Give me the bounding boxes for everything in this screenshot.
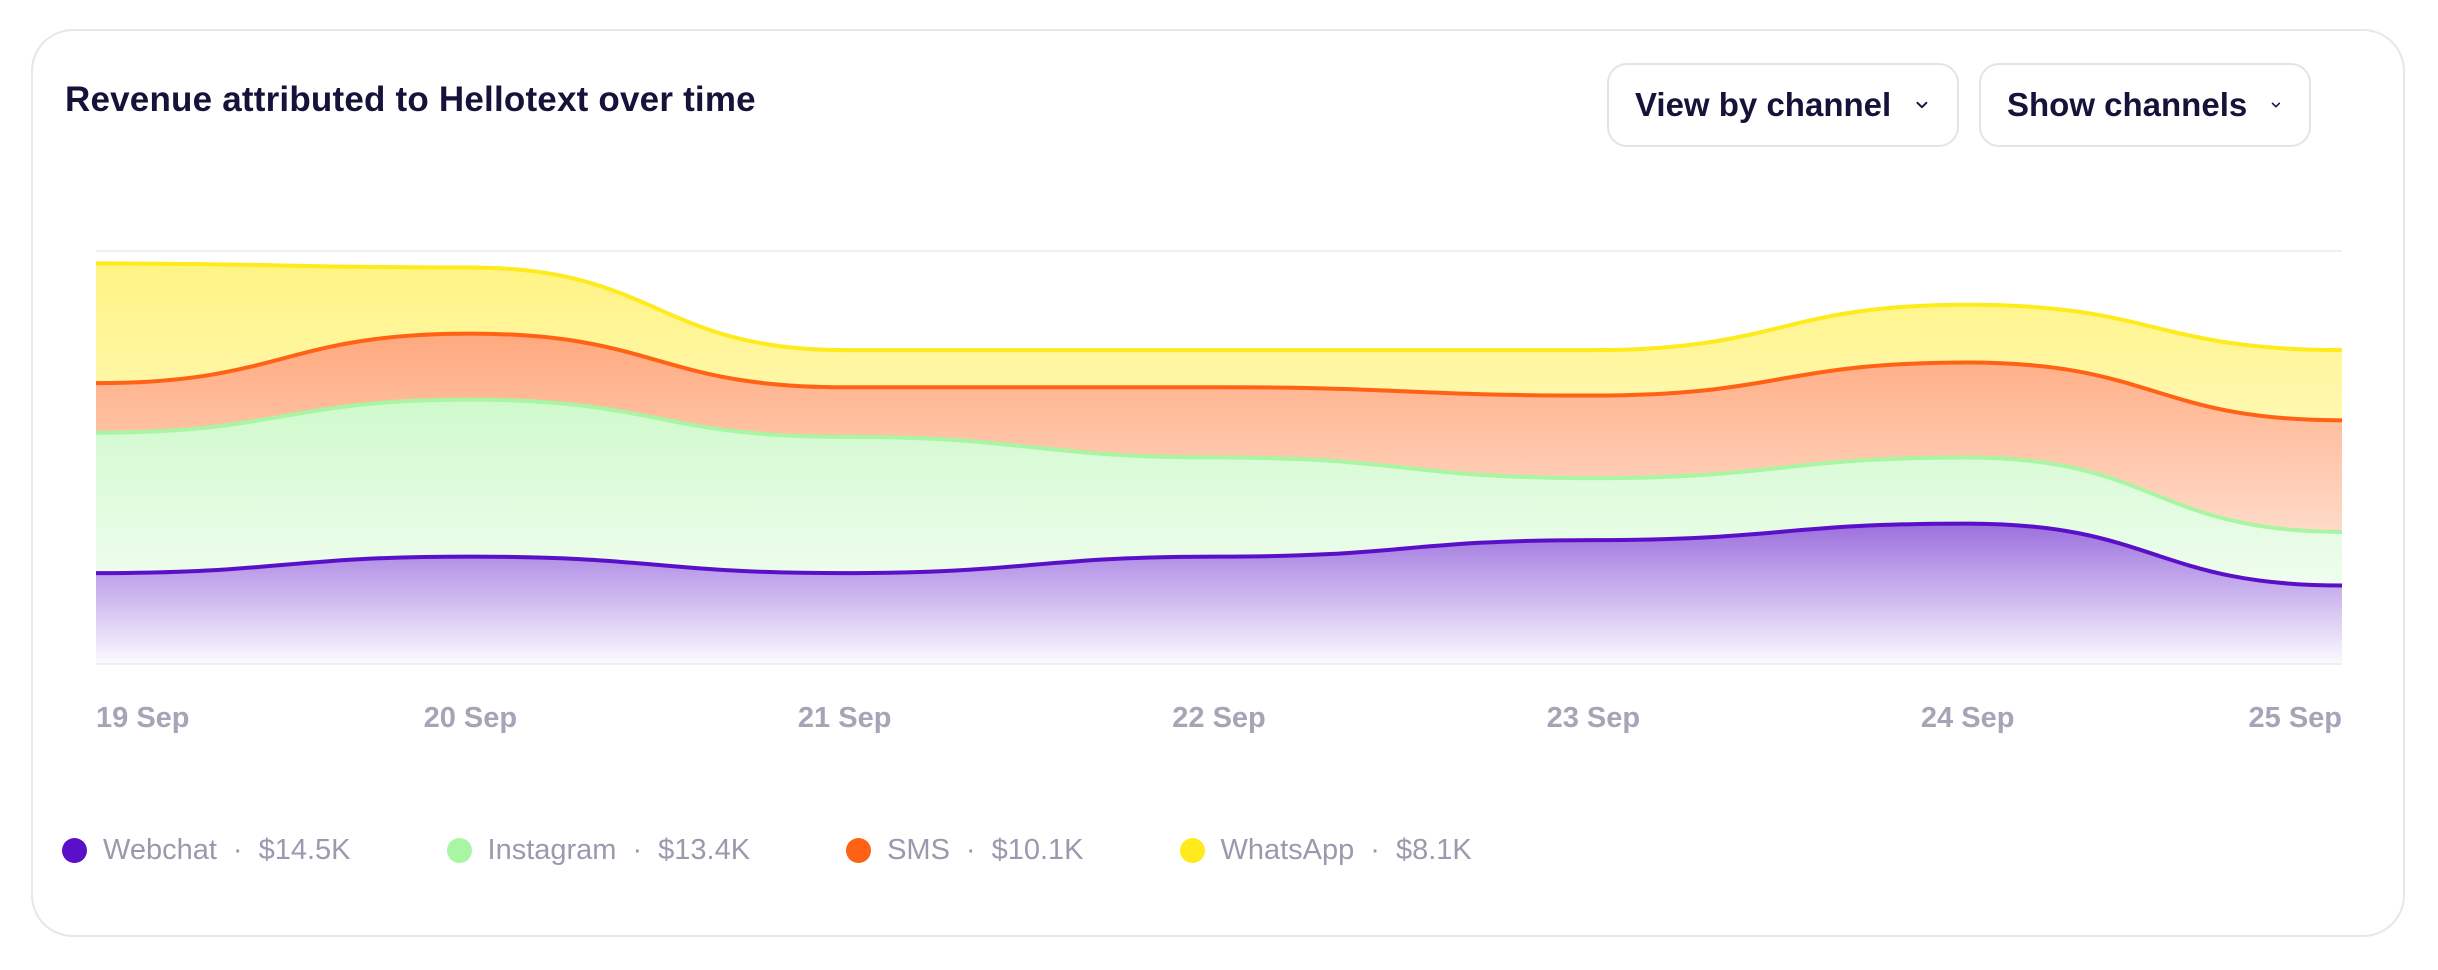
legend-separator: · (632, 833, 643, 866)
legend-dot (446, 837, 472, 863)
legend-dot (1179, 837, 1205, 863)
chart-title: Revenue attributed to Hellotext over tim… (65, 80, 756, 119)
legend-series-total: $10.1K (991, 833, 1084, 866)
legend-series-name: Instagram (487, 833, 617, 866)
x-axis-ticks: 19 Sep 20 Sep 21 Sep 22 Sep 23 Sep 24 Sep 25 S… (96, 702, 2342, 734)
x-tick-label: 19 Sep (96, 702, 190, 734)
legend-item-whatsapp[interactable]: WhatsApp · $8.1K (1179, 833, 1472, 867)
legend-item-instagram[interactable]: Instagram · $13.4K (446, 833, 751, 867)
chart-legend: Webchat · $14.5K Instagram · $13.4K SMS · $10.1K… (62, 830, 1472, 870)
legend-series-name: WhatsApp (1220, 833, 1355, 866)
legend-separator: · (1370, 833, 1380, 866)
view-by-channel-label: View by channel (1635, 86, 1892, 123)
legend-series-total: $13.4K (658, 833, 751, 866)
show-channels-dropdown[interactable]: Show channels (1979, 63, 2311, 147)
legend-item-sms[interactable]: SMS · $10.1K (846, 833, 1084, 867)
series-line-webchat (95, 521, 2343, 588)
legend-series-name: Webchat (103, 833, 217, 866)
chevron-down-icon (1916, 101, 1928, 109)
x-tick-label: 20 Sep (424, 702, 518, 734)
legend-series-name: SMS (887, 833, 950, 866)
chevron-down-icon (2271, 102, 2281, 108)
legend-series-total: $14.5K (258, 833, 351, 866)
chart-areas (95, 261, 2343, 664)
legend-separator: · (232, 833, 243, 866)
area-webchat (96, 523, 2342, 664)
x-tick-label: 25 Sep (2249, 702, 2343, 734)
series-line-instagram (95, 397, 2343, 534)
legend-item-webchat[interactable]: Webchat · $14.5K (62, 834, 351, 867)
series-line-whatsapp (95, 261, 2343, 353)
show-channels-label: Show channels (2007, 86, 2248, 123)
legend-series-total: $8.1K (1395, 833, 1472, 866)
x-tick-label: 21 Sep (798, 702, 892, 734)
x-tick-label: 24 Sep (1921, 702, 2015, 734)
legend-dot (846, 837, 872, 863)
legend-separator: · (965, 833, 976, 866)
view-by-channel-dropdown[interactable]: View by channel (1607, 63, 1959, 147)
x-tick-label: 22 Sep (1172, 702, 1266, 734)
x-tick-label: 23 Sep (1547, 702, 1641, 734)
series-line-sms (95, 331, 2343, 423)
legend-dot (62, 837, 87, 863)
